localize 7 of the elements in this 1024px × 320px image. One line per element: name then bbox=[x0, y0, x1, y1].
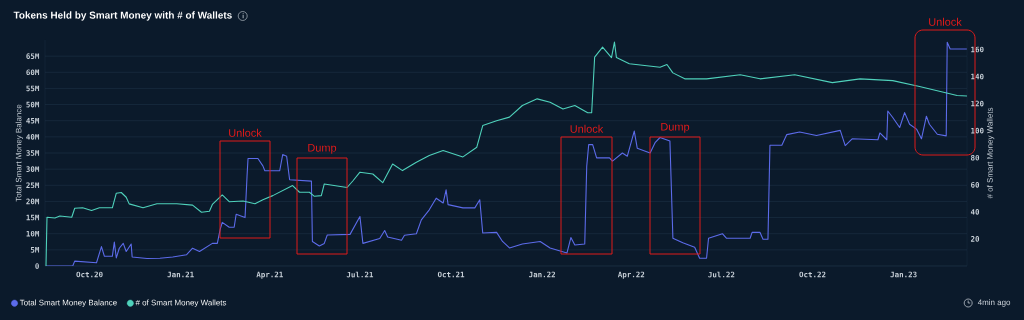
annotation: Dump bbox=[308, 143, 337, 154]
annotation: Dump bbox=[661, 122, 690, 133]
line-series bbox=[45, 41, 968, 266]
annotation: Unlock bbox=[229, 128, 262, 137]
chart-title: Tokens Held by Smart Money with # of Wallets bbox=[13, 11, 232, 21]
annotation: Unlock bbox=[570, 124, 604, 133]
text: Unlock bbox=[929, 17, 962, 26]
